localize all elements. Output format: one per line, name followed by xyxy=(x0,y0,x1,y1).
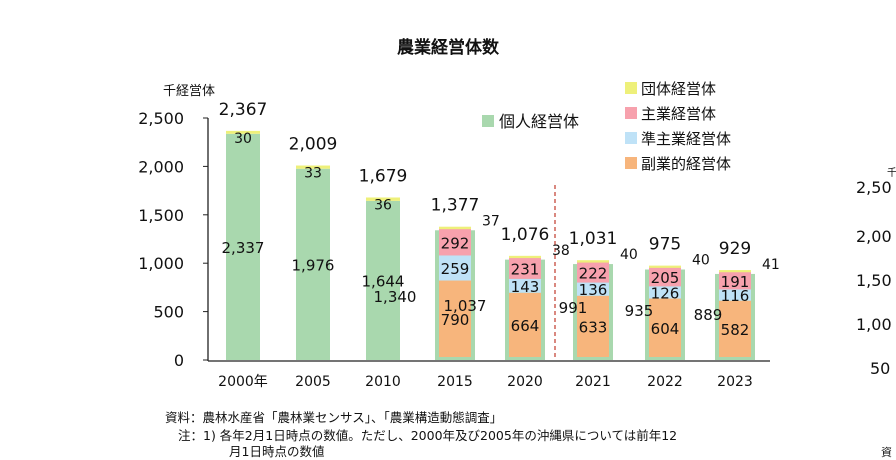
neighbor-y-tick: 2,00 xyxy=(856,227,892,246)
label-semi-main: 143 xyxy=(511,278,540,296)
label-semi-main: 259 xyxy=(441,260,470,278)
bar-semi-main xyxy=(509,278,541,293)
source-note: 資料：農林水産省「農林業センサス」、「農業構造動態調査」 xyxy=(165,410,503,425)
label-individual: 1,976 xyxy=(292,256,335,274)
label-individual: 1,644 xyxy=(362,272,405,290)
bar-organization xyxy=(366,197,400,201)
bar-main-business xyxy=(439,229,471,256)
label-individual: 991 xyxy=(559,299,588,317)
label-organization: 33 xyxy=(304,166,322,182)
y-tick-label: 500 xyxy=(153,303,184,322)
y-tick-label: 2,500 xyxy=(138,109,184,128)
x-tick-label: 2015 xyxy=(437,374,473,390)
neighbor-y-tick: 50 xyxy=(870,359,890,378)
label-side-business: 604 xyxy=(651,320,680,338)
label-total: 2,009 xyxy=(289,135,338,155)
label-semi-main: 126 xyxy=(651,284,680,302)
label-total: 1,377 xyxy=(431,196,480,216)
label-organization: 30 xyxy=(234,131,252,147)
label-main-business: 205 xyxy=(651,269,680,287)
label-organization: 37 xyxy=(482,214,500,230)
legend-label-side-business: 副業的経営体 xyxy=(641,155,731,173)
footnote-1-cont: 月1日時点の数値 xyxy=(229,444,325,459)
label-organization: 41 xyxy=(762,257,780,273)
footnote-1: 注：1) 各年2月1日時点の数値。ただし、2000年及び2005年の沖縄県につい… xyxy=(178,428,678,443)
label-semi-main: 136 xyxy=(579,281,608,299)
bar-side-business xyxy=(577,295,609,357)
neighbor-y-tick: 1,50 xyxy=(856,271,892,290)
neighbor-unit-fragment: 千 xyxy=(887,167,896,179)
label-total: 2,367 xyxy=(219,100,268,120)
bar-individual xyxy=(226,133,260,360)
label-individual: 889 xyxy=(694,306,723,324)
label-individual: 2,337 xyxy=(222,239,265,257)
y-tick-label: 2,000 xyxy=(138,157,184,176)
bar-individual xyxy=(366,200,400,360)
legend-label-organization: 団体経営体 xyxy=(641,80,716,98)
label-individual: 1,037 xyxy=(444,297,487,315)
label-main-business: 231 xyxy=(511,260,540,278)
y-tick-label: 1,500 xyxy=(138,206,184,225)
neighbor-y-tick: 1,00 xyxy=(856,315,892,334)
legend-swatch-semi-main xyxy=(625,132,637,144)
neighbor-source-fragment: 資 xyxy=(881,446,892,458)
bar-side-business xyxy=(509,292,541,357)
label-main-business: 191 xyxy=(721,273,750,291)
x-tick-label: 2023 xyxy=(717,374,753,390)
label-individual: 1,340 xyxy=(374,288,417,306)
bar-semi-main xyxy=(577,282,609,296)
label-organization: 38 xyxy=(552,243,570,259)
label-total: 1,679 xyxy=(359,166,408,186)
x-tick-label: 2000年 xyxy=(218,374,268,390)
label-total: 975 xyxy=(649,235,681,255)
bar-main-business xyxy=(509,258,541,279)
label-organization: 40 xyxy=(692,253,710,269)
legend-label-main-business: 主業経営体 xyxy=(641,105,716,123)
bar-organization xyxy=(226,130,260,134)
legend-swatch-organization xyxy=(625,82,637,94)
y-axis-label: 千経営体 xyxy=(163,84,215,99)
legend-swatch-side-business xyxy=(625,157,637,169)
legend-label-individual: 個人経営体 xyxy=(499,112,579,131)
label-main-business: 222 xyxy=(579,265,608,283)
legend-label-semi-main: 準主業経営体 xyxy=(641,130,731,148)
label-total: 1,076 xyxy=(501,225,550,245)
bar-main-business xyxy=(577,262,609,283)
label-organization: 40 xyxy=(620,247,638,263)
bar-semi-main xyxy=(649,286,681,299)
legend-swatch-main-business xyxy=(625,107,637,119)
bar-organization xyxy=(439,226,471,232)
label-individual: 935 xyxy=(625,302,654,320)
bar-side-business xyxy=(649,298,681,357)
label-side-business: 633 xyxy=(579,318,608,336)
label-total: 1,031 xyxy=(569,229,618,249)
label-side-business: 664 xyxy=(511,317,540,335)
bar-semi-main xyxy=(439,255,471,281)
bar-semi-main xyxy=(719,289,751,301)
bar-side-business xyxy=(719,300,751,357)
label-side-business: 582 xyxy=(721,321,750,339)
label-organization: 36 xyxy=(374,197,392,213)
bar-organization xyxy=(296,165,330,169)
y-tick-label: 0 xyxy=(174,351,184,370)
neighbor-y-tick: 2,50 xyxy=(856,178,892,197)
bar-side-business xyxy=(439,280,471,357)
x-tick-label: 2005 xyxy=(295,374,331,390)
label-semi-main: 116 xyxy=(721,287,750,305)
bar-main-business xyxy=(719,272,751,290)
legend-swatch-individual xyxy=(482,115,494,127)
clipped-neighbor-chart: 千2,50 2,00 1,50 1,00 50 資 xyxy=(856,167,896,458)
bar-main-business xyxy=(649,267,681,287)
y-tick-label: 1,000 xyxy=(138,254,184,273)
label-main-business: 292 xyxy=(441,234,470,252)
label-side-business: 790 xyxy=(441,311,470,329)
label-total: 929 xyxy=(719,239,751,259)
x-tick-label: 2021 xyxy=(575,374,611,390)
x-tick-label: 2010 xyxy=(365,374,401,390)
x-tick-label: 2022 xyxy=(647,374,683,390)
chart-title: 農業経営体数 xyxy=(397,37,500,58)
bar-individual xyxy=(296,168,330,360)
x-tick-label: 2020 xyxy=(507,374,543,390)
